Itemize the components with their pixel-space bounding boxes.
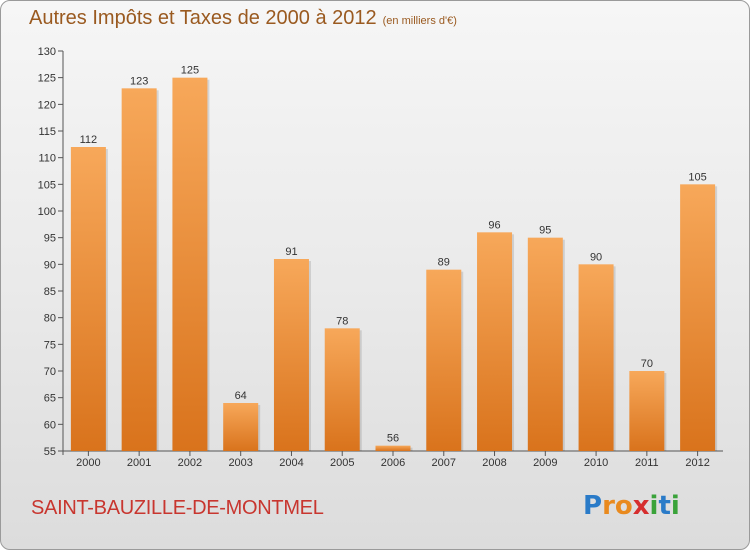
logo-letter: t [658, 491, 671, 521]
bar [172, 77, 208, 452]
y-tick-label: 125 [38, 73, 56, 85]
y-tick-label: 115 [38, 126, 56, 138]
proxiti-logo[interactable]: Proxiti [583, 491, 680, 521]
bar-layer [70, 77, 718, 452]
bar [375, 445, 411, 451]
y-tick-label: 70 [44, 366, 56, 378]
bar-value-label: 64 [235, 390, 247, 402]
x-tick-label: 2002 [178, 457, 202, 469]
bar-value-label: 125 [181, 65, 199, 77]
x-tick-label: 2010 [584, 457, 608, 469]
bar-value-label: 112 [80, 134, 98, 146]
y-tick-label: 100 [38, 206, 56, 218]
bar-value-label: 95 [539, 225, 551, 237]
bar-value-label: 56 [387, 433, 399, 445]
x-tick-label: 2009 [533, 457, 557, 469]
y-tick-label: 60 [44, 419, 56, 431]
logo-letter: i [649, 491, 659, 521]
x-tick-label: 2012 [685, 457, 709, 469]
bar [578, 264, 614, 451]
chart-title-unit: (en milliers d'€) [382, 15, 457, 27]
bar [70, 147, 106, 451]
bar-value-label: 70 [641, 358, 653, 370]
y-tick-label: 130 [38, 46, 56, 58]
y-tick-label: 95 [44, 233, 56, 245]
bar-value-label: 89 [438, 257, 450, 269]
bar [527, 237, 563, 451]
y-tick-label: 120 [38, 99, 56, 111]
y-tick-label: 65 [44, 393, 56, 405]
chart-title-main: Autres Impôts et Taxes de 2000 à 2012 [29, 7, 377, 29]
chart-title: Autres Impôts et Taxes de 2000 à 2012 (en… [29, 7, 457, 30]
label-layer: 2000 112 2001 123 2002 125 2003 64 2004 91 2005 78 2… [76, 65, 710, 469]
bar-value-label: 91 [285, 246, 297, 258]
bar [223, 403, 259, 451]
bar [629, 371, 665, 451]
x-tick-label: 2005 [330, 457, 354, 469]
x-tick-label: 2008 [482, 457, 506, 469]
bar-value-label: 78 [336, 315, 348, 327]
x-tick-label: 2007 [432, 457, 456, 469]
y-tick-label: 105 [38, 179, 56, 191]
logo-letter: i [670, 491, 680, 521]
logo-letter: o [614, 491, 633, 521]
x-tick-label: 2011 [635, 457, 659, 469]
y-tick-label: 85 [44, 286, 56, 298]
bar [426, 269, 462, 451]
x-tick-label: 2003 [228, 457, 252, 469]
bar [121, 88, 157, 451]
logo-letter: r [602, 491, 615, 521]
x-tick-label: 2004 [279, 457, 303, 469]
bar-value-label: 105 [688, 171, 706, 183]
y-tick-label: 80 [44, 313, 56, 325]
logo-letter: P [583, 491, 603, 521]
bar [477, 232, 513, 451]
bar-value-label: 123 [130, 75, 148, 87]
bar [680, 184, 716, 452]
x-tick-label: 2000 [76, 457, 100, 469]
commune-name: SAINT-BAUZILLE-DE-MONTMEL [31, 497, 324, 519]
y-tick-label: 90 [44, 259, 56, 271]
bar-value-label: 96 [488, 219, 500, 231]
bar [273, 259, 309, 451]
logo-letter: x [632, 491, 650, 521]
x-tick-label: 2001 [127, 457, 151, 469]
bar [324, 328, 360, 451]
bar-value-label: 90 [590, 251, 602, 263]
y-tick-label: 75 [44, 339, 56, 351]
y-tick-label: 110 [38, 153, 56, 165]
x-tick-label: 2006 [381, 457, 405, 469]
y-tick-label: 55 [44, 446, 56, 458]
